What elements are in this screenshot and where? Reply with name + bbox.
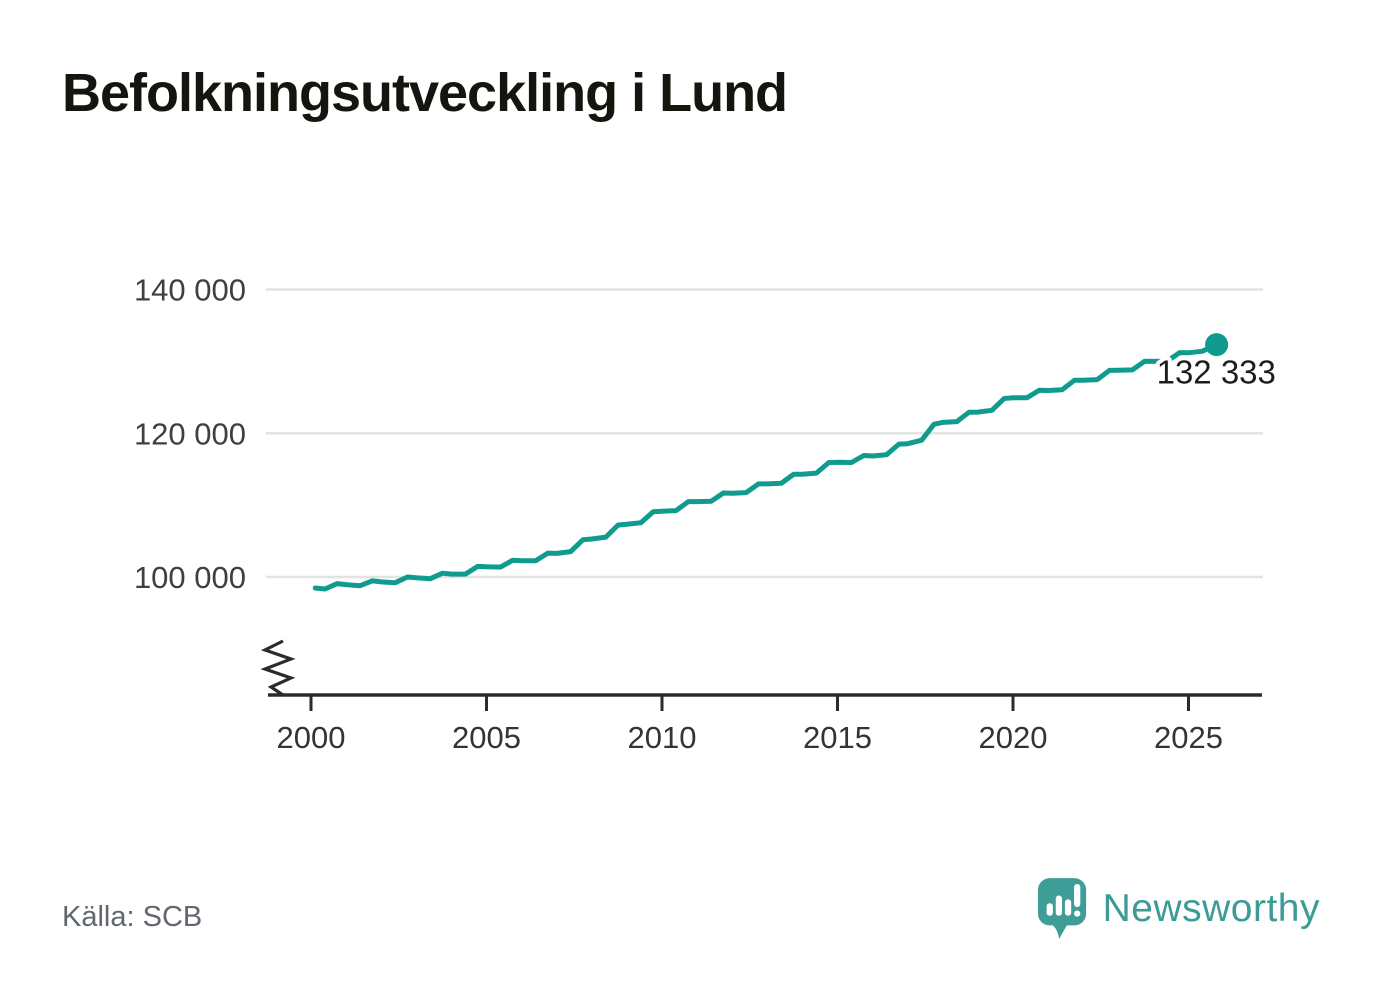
population-line <box>312 342 1220 592</box>
exclamation-bar <box>1073 883 1080 908</box>
x-tick-label: 2010 <box>628 720 697 755</box>
brand-name: Newsworthy <box>1102 887 1320 930</box>
x-tick-label: 2020 <box>979 720 1048 755</box>
bar-2 <box>1055 895 1062 916</box>
y-tick-label: 100 000 <box>134 560 246 595</box>
y-tick-label: 120 000 <box>134 416 246 451</box>
bar-1 <box>1046 903 1053 916</box>
source-note: Källa: SCB <box>62 901 203 933</box>
end-point-dot <box>1205 333 1229 357</box>
x-tick-label: 2015 <box>803 720 872 755</box>
newsworthy-bubble-icon <box>1037 878 1086 939</box>
y-tick-label: 140 000 <box>134 273 246 308</box>
chart-title: Befolkningsutveckling i Lund <box>62 63 788 123</box>
y-axis-break-icon <box>260 639 296 697</box>
end-value-label-halo: 132 333 <box>1157 354 1276 391</box>
bar-3 <box>1064 899 1071 916</box>
x-tick-label: 2005 <box>452 720 521 755</box>
newsworthy-logo: Newsworthy <box>1037 876 1320 942</box>
end-value-label: 132 333 <box>1157 354 1276 391</box>
x-tick-label: 2025 <box>1154 720 1223 755</box>
speech-bubble-shape <box>1037 878 1086 939</box>
exclamation-dot <box>1073 910 1080 917</box>
x-tick-label: 2000 <box>277 720 346 755</box>
